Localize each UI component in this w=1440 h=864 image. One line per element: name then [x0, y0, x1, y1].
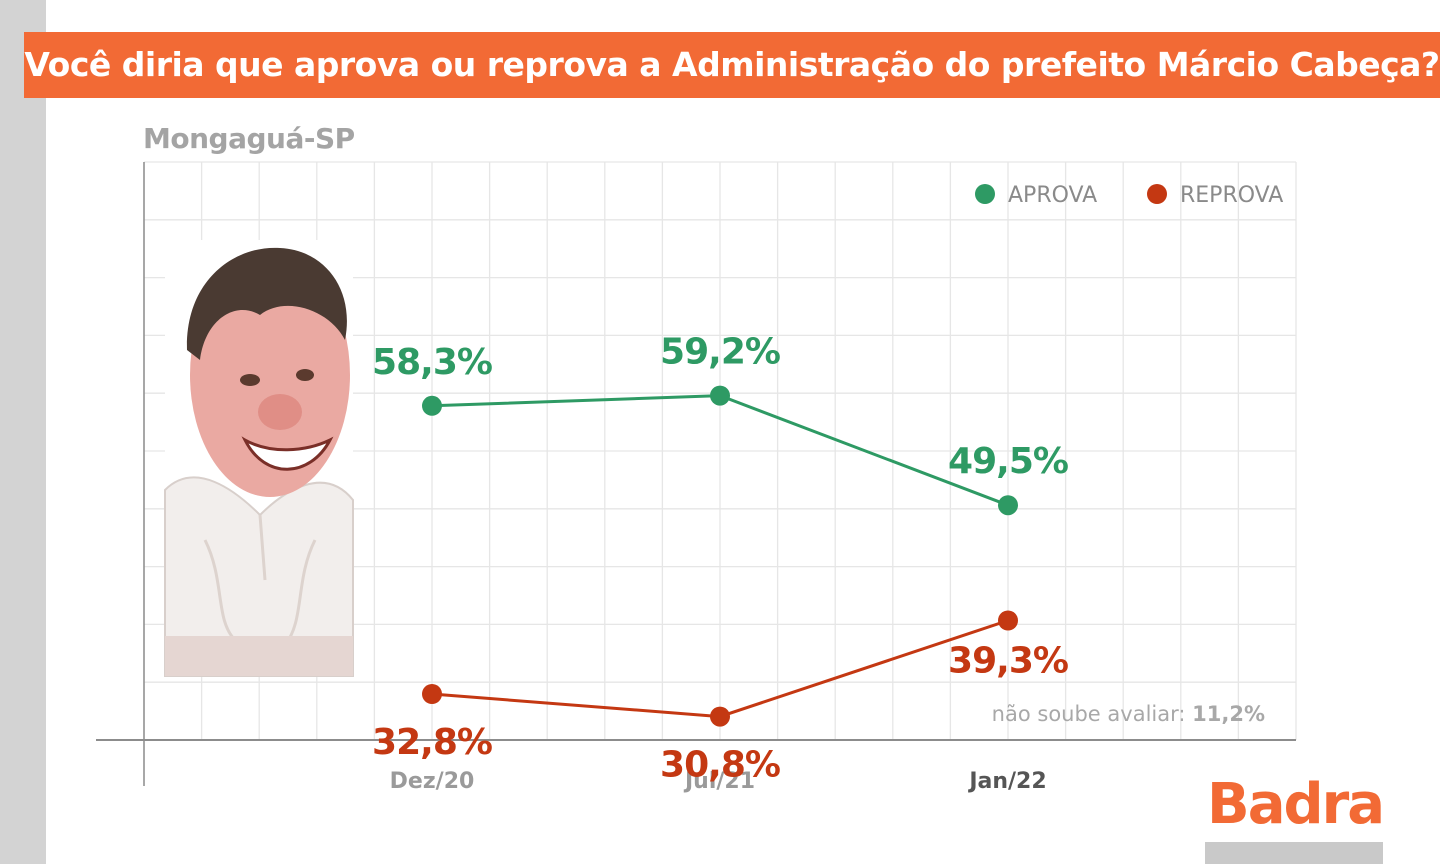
caricature-face: [190, 253, 350, 497]
data-point-reprova: [710, 706, 730, 727]
city-subtitle: Mongaguá-SP: [143, 122, 355, 155]
logo-underline-bar: [1205, 842, 1383, 864]
chart-legend: APROVA REPROVA: [975, 183, 1283, 208]
caricature-shirt: [164, 476, 354, 677]
question-header: Você diria que aprova ou reprova a Admin…: [24, 32, 1440, 98]
data-point-aprova: [422, 395, 442, 416]
data-point-reprova: [998, 610, 1018, 631]
data-label-aprova: 58,3%: [372, 342, 492, 383]
undecided-note-value: 11,2%: [1192, 702, 1265, 726]
x-tick-label: Jul/21: [683, 769, 755, 794]
x-tick-label: Dez/20: [390, 769, 475, 794]
legend-aprova-marker: [975, 184, 995, 204]
legend-reprova-marker: [1147, 184, 1167, 204]
data-point-aprova: [998, 495, 1018, 516]
left-side-bar: [0, 0, 46, 864]
caricature-hair: [186, 247, 347, 360]
series-points: [422, 385, 1018, 727]
data-label-aprova: 49,5%: [948, 441, 1068, 482]
data-point-reprova: [422, 684, 442, 704]
caricature-mouth: [241, 436, 334, 471]
data-label-reprova: 39,3%: [948, 641, 1068, 682]
data-label-aprova: 59,2%: [660, 332, 780, 373]
caricature-illustration: [164, 240, 354, 677]
data-point-aprova: [710, 385, 730, 406]
data-label-reprova: 32,8%: [372, 722, 492, 763]
legend-aprova-label: APROVA: [1008, 183, 1097, 208]
undecided-note-label: não soube avaliar:: [992, 702, 1186, 726]
legend-reprova-label: REPROVA: [1180, 183, 1283, 208]
data-labels: 58,3% 59,2% 49,5% 32,8% 30,8% 39,3%: [372, 332, 1069, 786]
caricature-nose: [258, 394, 302, 430]
x-tick-labels: Dez/20 Jul/21 Jan/22: [390, 769, 1047, 794]
undecided-note: não soube avaliar: 11,2%: [992, 702, 1265, 726]
data-label-reprova: 30,8%: [660, 745, 780, 786]
badra-logo: Badra: [1207, 772, 1385, 837]
x-tick-label: Jan/22: [967, 769, 1046, 794]
